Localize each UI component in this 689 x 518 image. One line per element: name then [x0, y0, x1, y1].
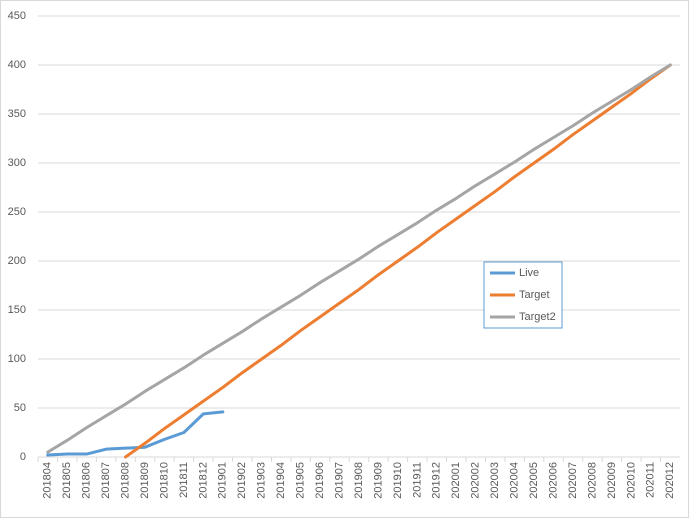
y-tick-label: 250 — [8, 206, 26, 218]
x-tick-label: 201809 — [139, 462, 151, 499]
x-tick-label: 202006 — [547, 462, 559, 499]
x-tick-label: 201908 — [353, 462, 365, 499]
x-tick-label: 202001 — [450, 462, 462, 499]
x-tick-label: 202004 — [509, 462, 521, 499]
y-tick-label: 150 — [8, 304, 26, 316]
x-tick-label: 202008 — [586, 462, 598, 499]
y-tick-label: 0 — [20, 451, 26, 463]
x-tick-label: 201905 — [295, 462, 307, 499]
x-tick-label: 202009 — [606, 462, 618, 499]
x-tick-label: 201805 — [61, 462, 73, 499]
x-tick-label: 202003 — [489, 462, 501, 499]
legend-label: Target2 — [519, 311, 556, 323]
legend-label: Target — [519, 289, 550, 301]
x-tick-label: 201909 — [372, 462, 384, 499]
x-tick-label: 202012 — [664, 462, 676, 499]
x-tick-label: 201907 — [333, 462, 345, 499]
x-tick-label: 201911 — [411, 462, 423, 498]
x-tick-label: 201906 — [314, 462, 326, 499]
x-tick-label: 202011 — [645, 462, 657, 498]
y-tick-label: 200 — [8, 255, 26, 267]
legend-label: Live — [519, 267, 539, 279]
x-tick-label: 201812 — [197, 462, 209, 499]
x-tick-label: 201910 — [392, 462, 404, 499]
series-line — [46, 410, 225, 457]
x-tick-label: 201810 — [158, 462, 170, 499]
y-tick-label: 100 — [8, 353, 26, 365]
x-tick-label: 201806 — [81, 462, 93, 499]
x-tick-label: 201904 — [275, 462, 287, 499]
x-tick-label: 202007 — [567, 462, 579, 499]
x-tick-label: 201807 — [100, 462, 112, 499]
y-tick-label: 400 — [8, 59, 26, 71]
x-tick-label: 201902 — [236, 462, 248, 499]
x-tick-label: 201811 — [178, 462, 190, 498]
y-tick-label: 450 — [8, 10, 26, 22]
x-tick-label: 201912 — [431, 462, 443, 499]
x-tick-label: 201804 — [42, 462, 54, 499]
x-tick-label: 202010 — [625, 462, 637, 499]
x-tick-label: 202002 — [470, 462, 482, 499]
x-tick-label: 201808 — [119, 462, 131, 499]
y-tick-label: 350 — [8, 108, 26, 120]
x-tick-label: 201901 — [217, 462, 229, 499]
x-tick-label: 202005 — [528, 462, 540, 499]
x-tick-label: 201903 — [256, 462, 268, 499]
series-line — [124, 63, 672, 459]
y-tick-label: 300 — [8, 157, 26, 169]
y-tick-label: 50 — [14, 402, 26, 414]
series-line — [46, 63, 672, 454]
